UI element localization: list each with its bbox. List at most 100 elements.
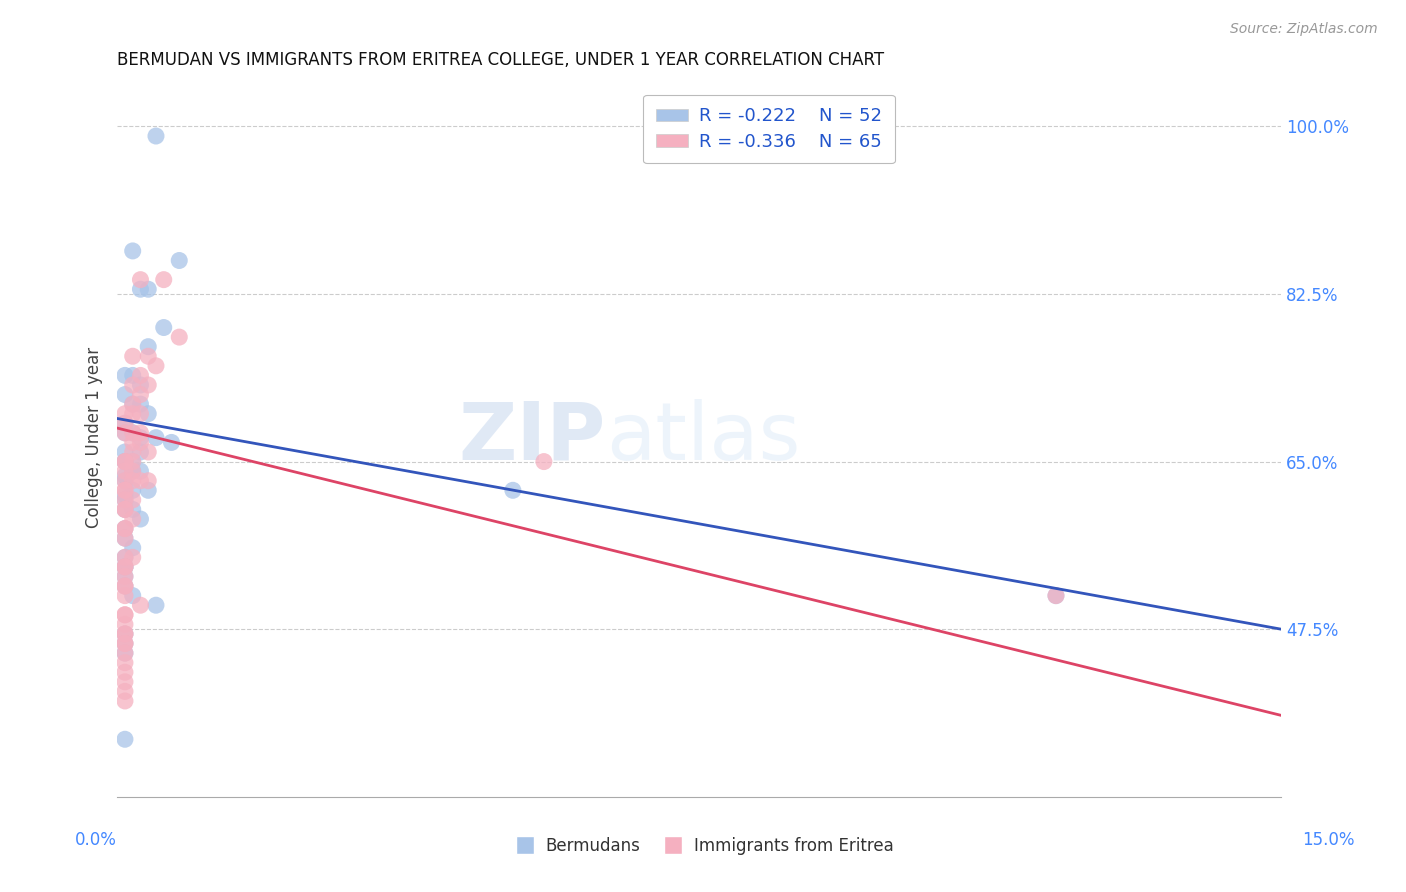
Point xyxy=(114,550,136,565)
Point xyxy=(114,627,136,641)
Point xyxy=(114,474,136,488)
Point xyxy=(114,579,136,593)
Point xyxy=(114,522,136,536)
Point xyxy=(129,464,152,478)
Point xyxy=(114,646,136,660)
Point xyxy=(114,469,136,483)
Point xyxy=(114,483,136,498)
Point xyxy=(121,464,143,478)
Point xyxy=(121,512,143,526)
Point xyxy=(114,417,136,431)
Point xyxy=(160,435,183,450)
Point xyxy=(114,522,136,536)
Y-axis label: College, Under 1 year: College, Under 1 year xyxy=(86,347,103,528)
Point xyxy=(114,732,136,747)
Point xyxy=(114,589,136,603)
Point xyxy=(114,550,136,565)
Point xyxy=(145,359,167,373)
Point xyxy=(114,656,136,670)
Point xyxy=(152,320,174,334)
Point xyxy=(114,454,136,468)
Point xyxy=(1045,589,1067,603)
Point xyxy=(121,483,143,498)
Point xyxy=(136,445,159,459)
Text: Source: ZipAtlas.com: Source: ZipAtlas.com xyxy=(1230,22,1378,37)
Point xyxy=(129,425,152,440)
Point xyxy=(167,253,190,268)
Point xyxy=(114,560,136,574)
Point xyxy=(129,378,152,392)
Point xyxy=(121,464,143,478)
Point xyxy=(121,368,143,383)
Point xyxy=(114,694,136,708)
Text: atlas: atlas xyxy=(606,399,800,476)
Point xyxy=(114,636,136,650)
Point xyxy=(114,617,136,632)
Point xyxy=(121,454,143,468)
Point xyxy=(121,589,143,603)
Point xyxy=(114,492,136,507)
Point xyxy=(114,454,136,468)
Point xyxy=(121,378,143,392)
Point xyxy=(114,636,136,650)
Point xyxy=(114,684,136,698)
Point xyxy=(145,128,167,143)
Point xyxy=(114,407,136,421)
Point xyxy=(114,607,136,622)
Point xyxy=(114,425,136,440)
Point xyxy=(114,454,136,468)
Point xyxy=(129,474,152,488)
Point xyxy=(1045,589,1067,603)
Point xyxy=(121,349,143,363)
Point xyxy=(114,425,136,440)
Point xyxy=(114,531,136,545)
Point xyxy=(136,483,159,498)
Point xyxy=(129,387,152,401)
Text: 0.0%: 0.0% xyxy=(75,831,117,849)
Point xyxy=(114,560,136,574)
Point xyxy=(121,474,143,488)
Point xyxy=(145,598,167,612)
Point xyxy=(114,560,136,574)
Point xyxy=(502,483,524,498)
Point xyxy=(114,488,136,502)
Point xyxy=(114,627,136,641)
Point xyxy=(114,492,136,507)
Point xyxy=(136,349,159,363)
Point xyxy=(114,665,136,680)
Text: BERMUDAN VS IMMIGRANTS FROM ERITREA COLLEGE, UNDER 1 YEAR CORRELATION CHART: BERMUDAN VS IMMIGRANTS FROM ERITREA COLL… xyxy=(117,51,884,69)
Legend: Bermudans, Immigrants from Eritrea: Bermudans, Immigrants from Eritrea xyxy=(506,830,900,862)
Point xyxy=(114,368,136,383)
Point xyxy=(121,454,143,468)
Point xyxy=(114,387,136,401)
Point xyxy=(114,502,136,516)
Point xyxy=(114,636,136,650)
Point xyxy=(114,522,136,536)
Point xyxy=(114,569,136,583)
Point xyxy=(114,531,136,545)
Point xyxy=(121,425,143,440)
Point xyxy=(145,431,167,445)
Point xyxy=(121,550,143,565)
Point xyxy=(129,512,152,526)
Point xyxy=(121,244,143,258)
Point xyxy=(114,627,136,641)
Point xyxy=(114,579,136,593)
Point xyxy=(114,464,136,478)
Point xyxy=(129,273,152,287)
Point xyxy=(114,445,136,459)
Point xyxy=(129,435,152,450)
Point xyxy=(121,397,143,411)
Text: ZIP: ZIP xyxy=(458,399,606,476)
Point xyxy=(129,397,152,411)
Point xyxy=(121,502,143,516)
Point xyxy=(114,579,136,593)
Point xyxy=(121,492,143,507)
Point xyxy=(533,454,555,468)
Point xyxy=(121,425,143,440)
Point xyxy=(114,502,136,516)
Point xyxy=(114,674,136,689)
Point xyxy=(136,340,159,354)
Point xyxy=(121,407,143,421)
Legend: R = -0.222    N = 52, R = -0.336    N = 65: R = -0.222 N = 52, R = -0.336 N = 65 xyxy=(643,95,894,163)
